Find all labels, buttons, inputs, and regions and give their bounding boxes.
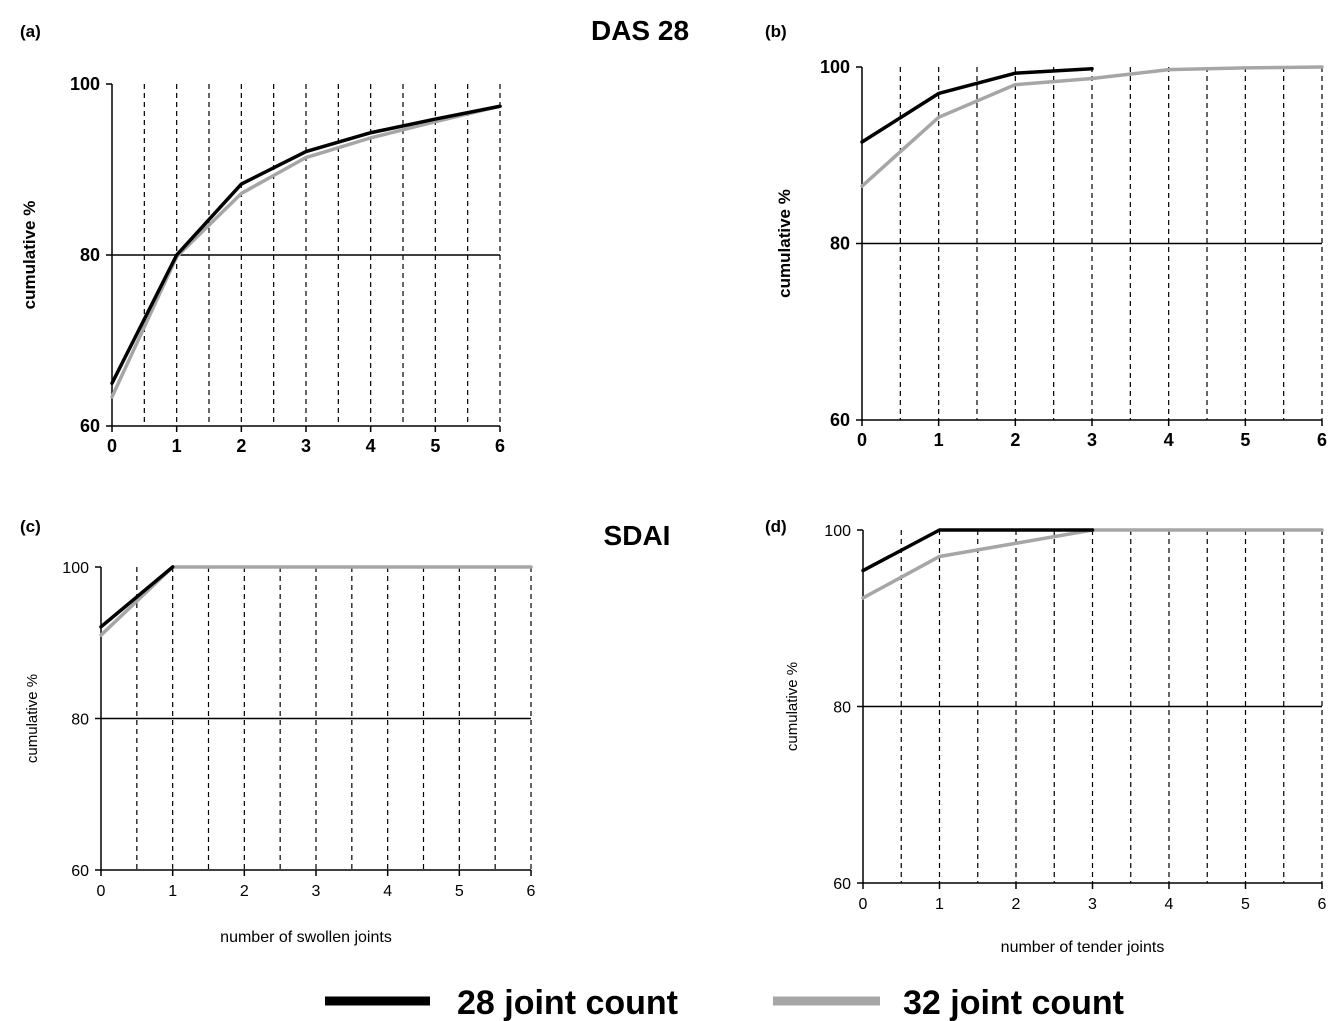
- x-tick-label: 5: [1240, 430, 1250, 450]
- legend: 28 joint count 32 joint count: [325, 984, 1124, 1021]
- x-tick-label: 0: [107, 436, 117, 456]
- y-tick-label: 100: [824, 523, 851, 540]
- legend-label-28: 28 joint count: [457, 984, 678, 1021]
- panel-c: 60 80 100 0 1 2 3 4 5 6 cumulative % number of swol…: [20, 517, 536, 946]
- panel-d: 60 80 100 0 1 2 3 4 5 6 cumulative % number of tend…: [765, 517, 1327, 956]
- y-tick-label: 80: [71, 712, 89, 729]
- panel-b: 60 80 100 0 1 2 3 4 5 6 cumulative % (b): [765, 22, 1327, 450]
- x-tick-label: 4: [383, 883, 392, 900]
- series-32-joint-count-line: [860, 65, 1324, 188]
- y-tick-label: 60: [80, 416, 100, 436]
- y-axis-label: cumulative %: [24, 674, 41, 763]
- x-tick-label: 3: [301, 436, 311, 456]
- x-tick-label: 6: [495, 436, 505, 456]
- y-tick-label: 100: [820, 57, 850, 77]
- panel-label: (b): [765, 22, 787, 41]
- y-tick-label: 80: [80, 245, 100, 265]
- x-tick-label: 6: [1318, 896, 1327, 913]
- x-tick-label: 5: [1241, 896, 1250, 913]
- x-tick-label: 0: [97, 883, 106, 900]
- panel-a: 60 80 100 0 1 2 3 4 5 6 cumulative % (a): [20, 22, 505, 456]
- panel-label: (c): [20, 517, 41, 536]
- x-tick-label: 4: [1165, 896, 1174, 913]
- x-tick-label: 3: [1088, 896, 1097, 913]
- y-tick-label: 100: [62, 560, 89, 577]
- x-tick-label: 3: [312, 883, 321, 900]
- x-tick-label: 4: [1164, 430, 1174, 450]
- y-tick-label: 80: [830, 234, 850, 254]
- section-title-das28: DAS 28: [591, 15, 689, 46]
- x-axis-label: number of tender joints: [1001, 939, 1165, 956]
- x-tick-label: 6: [527, 883, 536, 900]
- x-tick-label: 3: [1087, 430, 1097, 450]
- x-tick-label: 5: [430, 436, 440, 456]
- x-tick-label: 2: [1010, 430, 1020, 450]
- x-tick-label: 2: [1012, 896, 1021, 913]
- section-title-sdai: SDAI: [604, 520, 671, 551]
- x-tick-label: 1: [168, 883, 177, 900]
- series-28-joint-count-line: [99, 565, 175, 629]
- y-tick-label: 80: [833, 700, 851, 717]
- x-tick-label: 4: [366, 436, 376, 456]
- panel-label: (d): [765, 517, 787, 536]
- x-tick-label: 0: [859, 896, 868, 913]
- y-tick-label: 60: [830, 410, 850, 430]
- series-28-joint-count-line: [860, 67, 1094, 144]
- x-tick-label: 2: [240, 883, 249, 900]
- x-tick-label: 5: [455, 883, 464, 900]
- y-tick-label: 60: [833, 876, 851, 893]
- y-axis-label: cumulative %: [775, 189, 794, 298]
- x-tick-label: 1: [935, 896, 944, 913]
- x-tick-label: 1: [172, 436, 182, 456]
- series-28-joint-count-line: [861, 528, 1095, 573]
- y-axis-label: cumulative %: [20, 201, 39, 310]
- x-tick-label: 6: [1317, 430, 1327, 450]
- x-axis-label: number of swollen joints: [220, 929, 392, 946]
- panel-label: (a): [20, 22, 41, 41]
- legend-label-32: 32 joint count: [903, 984, 1124, 1021]
- series-28-joint-count-line: [110, 104, 502, 385]
- x-tick-label: 0: [857, 430, 867, 450]
- y-tick-label: 60: [71, 863, 89, 880]
- x-tick-label: 2: [236, 436, 246, 456]
- y-tick-label: 100: [70, 74, 100, 94]
- y-axis-label: cumulative %: [784, 662, 801, 751]
- x-tick-label: 1: [934, 430, 944, 450]
